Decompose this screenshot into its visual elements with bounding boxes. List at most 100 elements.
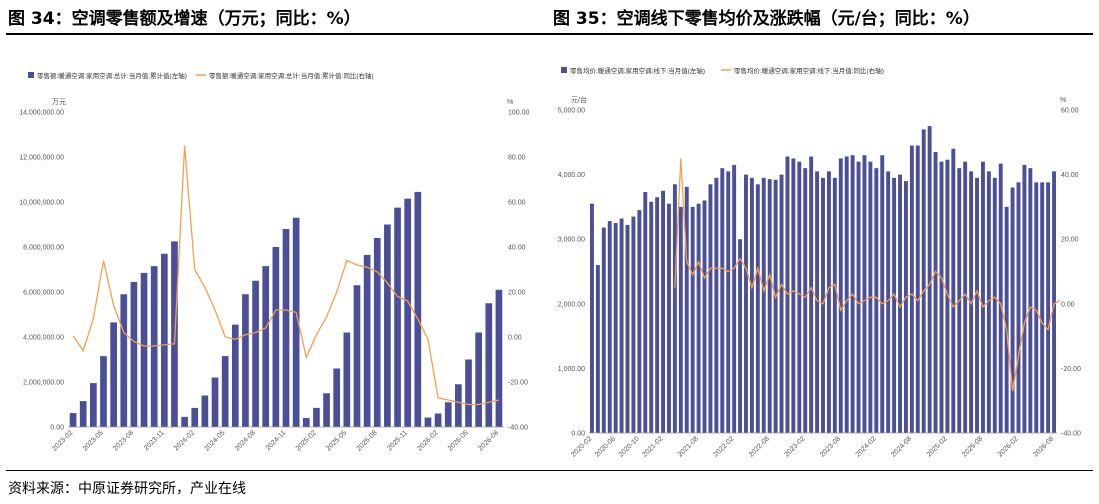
bar <box>809 156 814 433</box>
x-axis-tick: 2025-02 <box>295 429 318 452</box>
bar <box>797 161 802 433</box>
legend-line-label: 零售均价:暖通空调:家用空调:线下:当月值:同比(右轴) <box>734 66 884 75</box>
right-axis-tick: 100.00 <box>508 110 530 117</box>
bar <box>661 190 666 433</box>
bar <box>333 368 341 427</box>
x-axis-tick: 2021-08 <box>677 435 700 458</box>
left-axis-tick: 14,000,000.00 <box>19 110 64 117</box>
right-axis-tick: 0.00 <box>1061 301 1075 308</box>
x-axis-tick: 2024-02 <box>855 435 878 458</box>
bar <box>980 161 985 433</box>
bar <box>992 177 997 433</box>
bar <box>1004 206 1009 433</box>
x-axis-tick: 2021-02 <box>641 435 664 458</box>
x-axis-tick: 2025-05 <box>325 429 348 452</box>
right-axis-unit: % <box>1060 97 1066 104</box>
bar <box>100 356 107 427</box>
bar <box>898 174 902 433</box>
bar <box>384 224 391 427</box>
bar <box>363 254 371 427</box>
bar <box>678 206 683 433</box>
bar <box>986 171 991 433</box>
bar <box>302 418 310 427</box>
x-axis-tick: 2024-05 <box>203 429 226 452</box>
bar <box>951 148 956 433</box>
bar <box>975 177 979 433</box>
x-axis-tick: 2023-05 <box>82 429 105 452</box>
bar <box>738 239 743 433</box>
left-axis-tick: 6,000,000.00 <box>23 290 64 297</box>
legend-bar-label: 零售额:暖通空调:家用空调:总计:当月值:累计值(左轴) <box>37 71 187 80</box>
bar <box>455 384 462 427</box>
left-axis-tick: 1,000.00 <box>558 366 585 373</box>
bar <box>373 238 381 427</box>
left-axis-tick: 5,000.00 <box>558 108 585 115</box>
bar <box>282 229 290 427</box>
left-chart-title: 图 34：空调零售额及增速（万元；同比：%） <box>8 9 361 29</box>
bar <box>684 186 689 433</box>
bar <box>832 177 837 433</box>
bar <box>79 401 87 427</box>
bar <box>690 206 695 433</box>
bar <box>815 171 820 433</box>
bar <box>643 192 648 433</box>
yoy-growth-line <box>674 158 1061 392</box>
footer-divider <box>6 470 1093 471</box>
x-axis-tick: 2023-08 <box>819 435 842 458</box>
bar <box>939 161 944 433</box>
bar <box>130 281 138 427</box>
left-axis-unit: 元/台 <box>571 95 587 104</box>
right-axis-tick: 80.00 <box>508 155 526 162</box>
bar <box>915 145 920 433</box>
bar <box>755 184 760 433</box>
bar <box>874 168 879 433</box>
x-axis-tick: 2020-02 <box>570 435 593 458</box>
bar <box>181 416 188 427</box>
bar <box>475 332 482 427</box>
legend-line-label: 零售额:暖通空调:家用空调:总计:当月值:累计值:同比(右轴) <box>209 71 374 80</box>
bar <box>886 171 891 433</box>
bar <box>903 181 908 433</box>
bar <box>779 174 784 433</box>
bar <box>933 151 938 433</box>
x-axis-tick: 2024-08 <box>234 429 257 452</box>
x-axis-tick: 2020-10 <box>618 435 641 458</box>
bar <box>394 207 401 427</box>
left-axis-tick: 4,000,000.00 <box>23 335 64 342</box>
bar <box>821 177 825 433</box>
right-axis-tick: 40.00 <box>1061 172 1079 179</box>
bar <box>773 179 778 433</box>
x-axis-tick: 2023-02 <box>784 435 807 458</box>
bar <box>201 395 209 427</box>
bar <box>343 332 351 427</box>
bar <box>590 203 594 433</box>
bar <box>465 359 472 427</box>
bar <box>313 407 320 427</box>
left-axis-tick: 4,000.00 <box>558 172 585 179</box>
legend-bar-label: 零售均价:暖通空调:家用空调:线下:当月值(左轴) <box>570 66 705 75</box>
bar <box>1040 182 1045 433</box>
bar <box>292 217 300 427</box>
retail-sales-chart: 零售额:暖通空调:家用空调:总计:当月值:累计值(左轴) 零售额:暖通空调:家用空… <box>19 71 530 453</box>
bar <box>619 218 624 433</box>
left-axis-tick: 0.00 <box>571 431 585 438</box>
bar <box>909 145 914 433</box>
left-axis-tick: 12,000,000.00 <box>19 155 64 162</box>
left-axis-unit: 万元 <box>52 98 66 106</box>
bar <box>969 171 974 433</box>
bar <box>404 198 412 427</box>
x-axis-tick: 2022-08 <box>748 435 771 458</box>
x-axis-tick: 2023-02 <box>51 429 74 452</box>
bar <box>272 247 280 427</box>
bar <box>444 402 452 427</box>
bar <box>631 216 636 433</box>
bar <box>110 322 117 427</box>
bar <box>856 161 861 433</box>
left-axis-tick: 0.00 <box>50 425 64 432</box>
bar <box>838 158 843 433</box>
yoy-growth-line <box>72 145 500 406</box>
bar <box>211 377 219 427</box>
legend-bar-swatch <box>28 72 34 78</box>
bar <box>732 164 737 433</box>
bar <box>1034 182 1039 433</box>
